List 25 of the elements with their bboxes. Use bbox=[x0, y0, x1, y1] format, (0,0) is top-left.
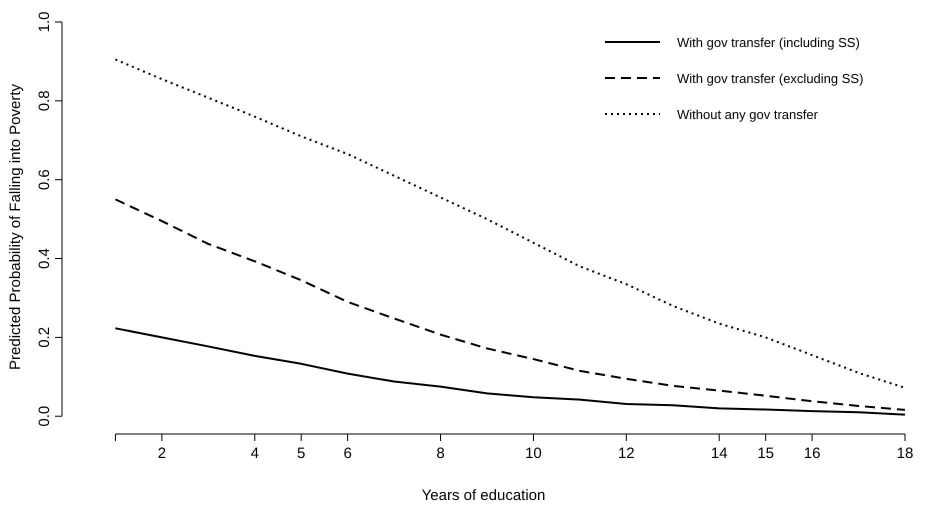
y-tick-label: 0.6 bbox=[36, 169, 53, 190]
legend-label: Without any gov transfer bbox=[677, 107, 819, 122]
y-tick-label: 0.0 bbox=[36, 406, 53, 427]
x-axis-title: Years of education bbox=[422, 487, 546, 504]
x-tick-label: 2 bbox=[158, 445, 166, 462]
line-series bbox=[114, 327, 906, 416]
x-tick-label: 12 bbox=[618, 445, 635, 462]
line-series bbox=[114, 58, 906, 389]
y-tick-label: 0.2 bbox=[36, 326, 53, 348]
y-axis-title: Predicted Probability of Falling into Poverty bbox=[7, 84, 24, 370]
y-tick-label: 0.4 bbox=[36, 248, 53, 269]
x-tick-label: 16 bbox=[804, 445, 820, 462]
x-tick-label: 14 bbox=[710, 445, 728, 462]
x-tick-label: 4 bbox=[250, 445, 259, 462]
legend-label: With gov transfer (including SS) bbox=[677, 35, 860, 50]
y-tick-label: 0.8 bbox=[36, 90, 53, 112]
x-tick-label: 10 bbox=[525, 445, 542, 462]
x-tick-label: 15 bbox=[757, 445, 774, 462]
x-tick-label: 18 bbox=[896, 445, 914, 462]
legend-label: With gov transfer (excluding SS) bbox=[677, 71, 864, 86]
x-tick-label: 8 bbox=[436, 445, 445, 462]
y-tick-label: 1.0 bbox=[36, 12, 53, 32]
line-series bbox=[114, 198, 906, 411]
x-tick-label: 5 bbox=[297, 445, 306, 462]
x-tick-label: 6 bbox=[343, 445, 352, 462]
